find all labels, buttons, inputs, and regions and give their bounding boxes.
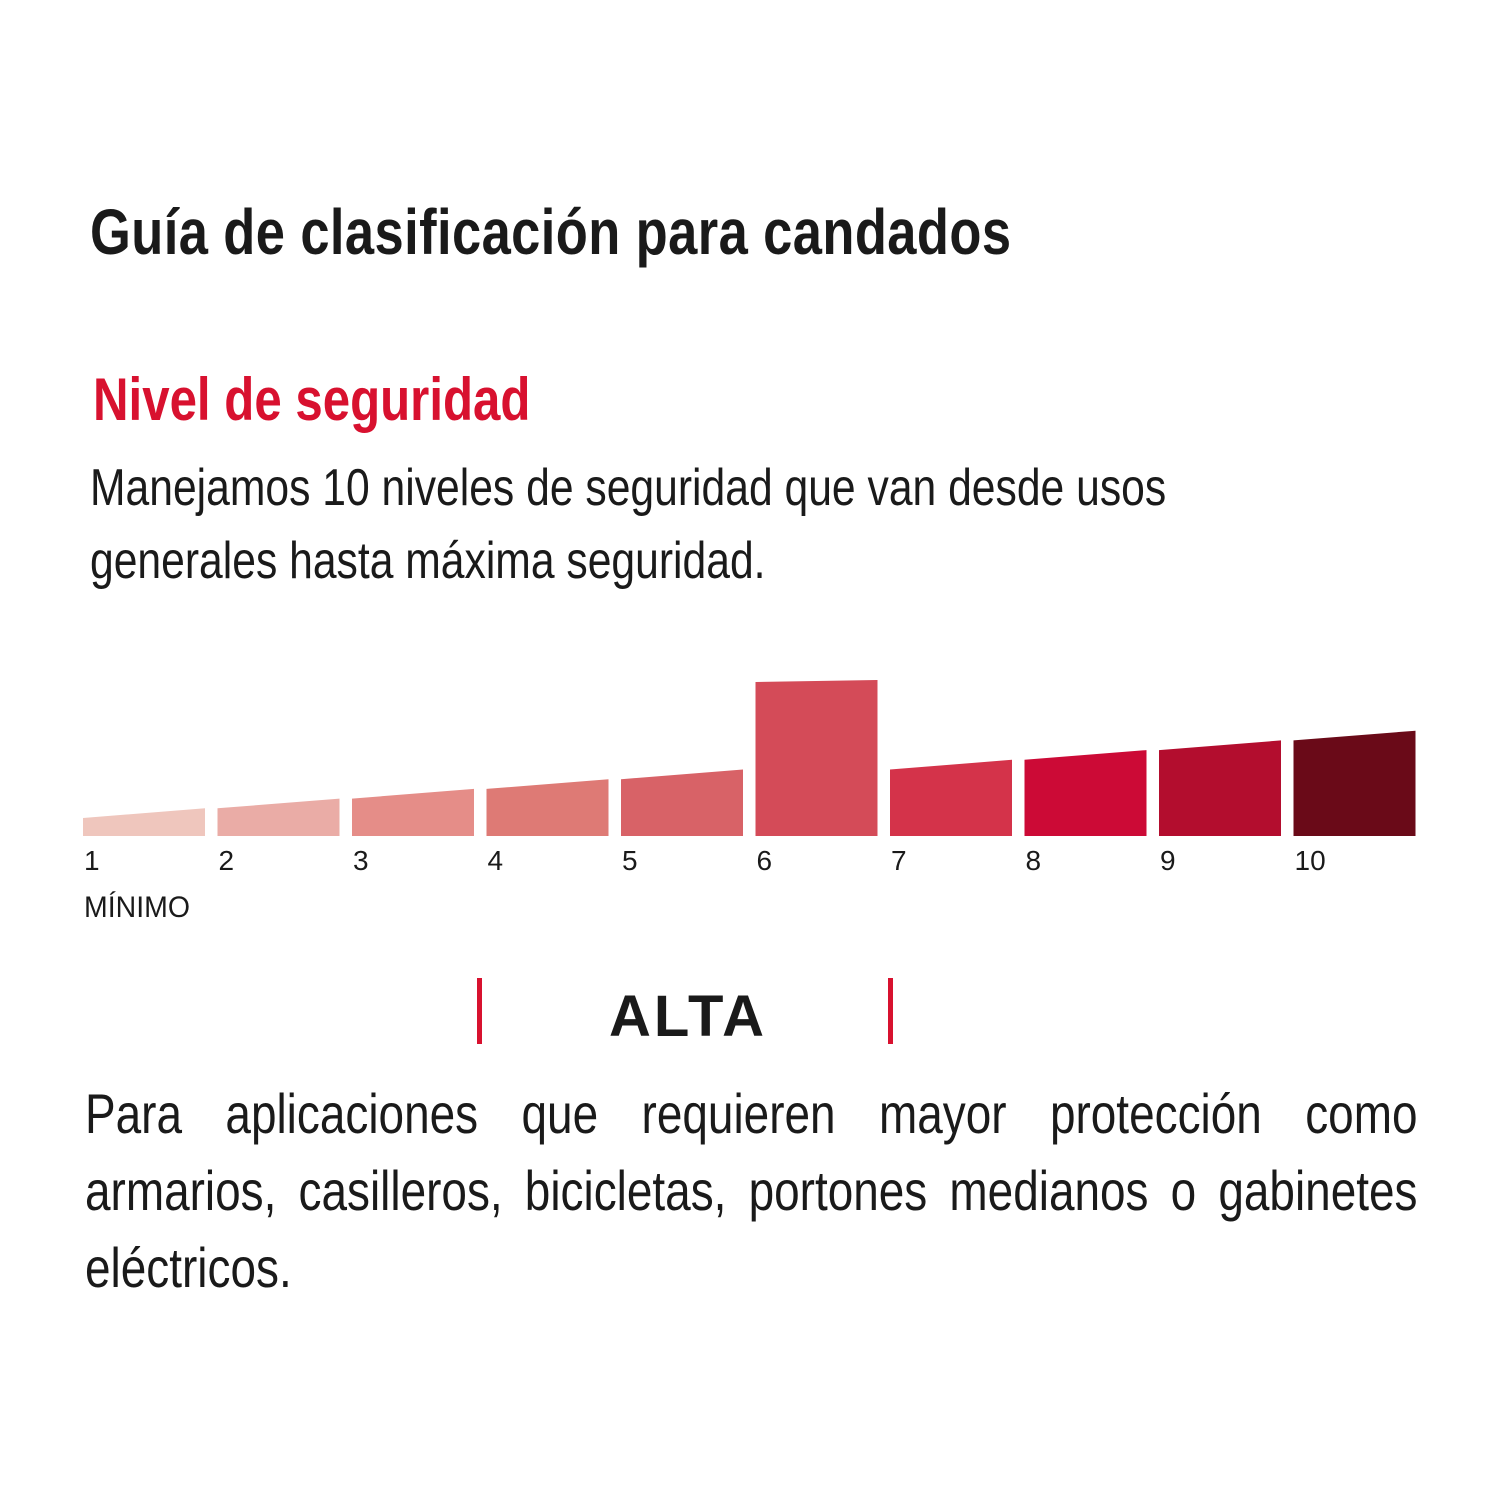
tick-label-9: 9 bbox=[1160, 845, 1176, 876]
level-divider-left bbox=[477, 978, 482, 1044]
bar-level-5 bbox=[621, 769, 743, 836]
security-level-chart: 1 2 3 4 5 6 7 8 9 10 MÍNIMO bbox=[83, 680, 1416, 924]
tick-label-3: 3 bbox=[353, 845, 369, 876]
tick-label-6: 6 bbox=[757, 845, 773, 876]
bar-level-6 bbox=[755, 680, 878, 836]
tick-label-7: 7 bbox=[891, 845, 907, 876]
bar-level-1 bbox=[83, 808, 205, 836]
bar-level-7 bbox=[890, 759, 1012, 836]
section-heading: Nivel de seguridad bbox=[93, 366, 531, 433]
axis-annotation-minimum: MÍNIMO bbox=[84, 891, 190, 924]
bar-level-2 bbox=[217, 798, 340, 836]
bar-level-3 bbox=[352, 788, 474, 836]
bar-level-9 bbox=[1159, 740, 1281, 836]
tick-label-8: 8 bbox=[1026, 845, 1042, 876]
bar-level-10 bbox=[1293, 730, 1416, 836]
tick-label-10: 10 bbox=[1295, 845, 1326, 876]
page-title: Guía de clasificación para candados bbox=[90, 196, 1012, 268]
bar-level-4 bbox=[486, 779, 609, 836]
level-label: ALTA bbox=[608, 984, 768, 1049]
level-divider-right bbox=[888, 978, 893, 1044]
tick-label-1: 1 bbox=[84, 845, 100, 876]
intro-text: Manejamos 10 niveles de seguridad que va… bbox=[90, 459, 1167, 590]
bar-level-8 bbox=[1024, 750, 1147, 836]
level-description: Para aplicaciones que requieren mayor pr… bbox=[85, 1082, 1418, 1299]
tick-label-2: 2 bbox=[219, 845, 235, 876]
tick-label-4: 4 bbox=[488, 845, 504, 876]
tick-label-5: 5 bbox=[622, 845, 638, 876]
